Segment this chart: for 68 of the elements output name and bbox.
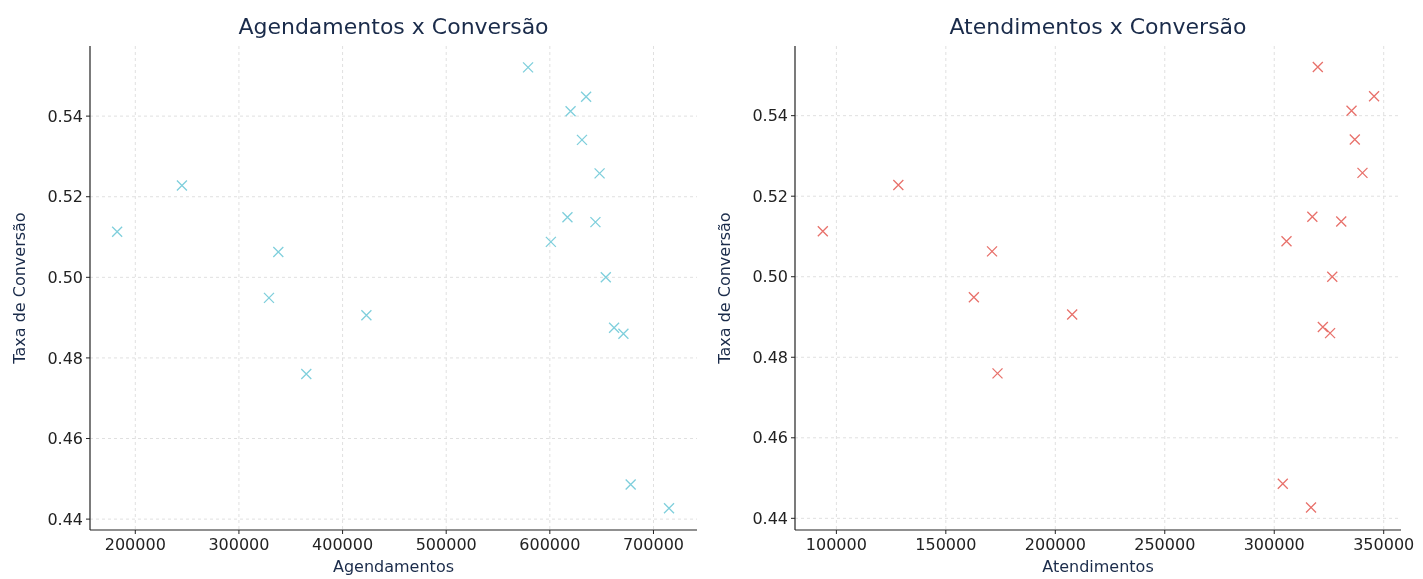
x-tick-label: 200000: [1024, 535, 1086, 554]
point: [1368, 90, 1380, 102]
y-tick-label: 0.48: [47, 348, 83, 368]
point: [564, 105, 577, 117]
point: [625, 478, 637, 491]
y-tick-label: 0.44: [47, 509, 83, 529]
x-tick-label: 150000: [915, 535, 977, 554]
point: [617, 328, 630, 340]
point: [580, 91, 592, 103]
x-axis-title: Atendimentos: [1042, 557, 1154, 576]
x-tick-label: 600000: [519, 535, 581, 554]
y-tick-label: 0.52: [47, 187, 83, 207]
x-tick-label: 700000: [622, 535, 685, 554]
y-tick-label: 0.52: [752, 186, 788, 206]
x-tick-label: 300000: [208, 535, 270, 554]
x-tick-label: 350000: [1353, 535, 1415, 554]
x-tick-label: 250000: [1134, 535, 1196, 554]
chart-title: Agendamentos x Conversão: [238, 14, 549, 39]
point: [663, 502, 675, 514]
y-axis-title: Taxa de Conversão: [715, 212, 734, 365]
point: [1280, 235, 1293, 247]
point: [600, 271, 612, 283]
point: [892, 179, 904, 191]
point: [360, 309, 373, 321]
point: [991, 367, 1004, 380]
y-tick-label: 0.48: [752, 347, 788, 367]
point: [589, 216, 602, 228]
x-tick-label: 200000: [104, 535, 166, 554]
y-tick-label: 0.50: [47, 267, 83, 287]
point: [522, 61, 534, 74]
point: [593, 167, 606, 179]
x-tick-label: 100000: [805, 535, 867, 554]
y-tick-label: 0.54: [752, 106, 788, 126]
point: [545, 236, 557, 248]
point: [1306, 211, 1318, 223]
x-tick-label: 300000: [1243, 535, 1305, 554]
point: [111, 226, 123, 238]
point: [1326, 271, 1338, 283]
point: [968, 291, 980, 303]
point: [608, 322, 620, 334]
x-tick-label: 500000: [415, 535, 477, 554]
point: [986, 245, 998, 258]
point: [1345, 105, 1358, 117]
point: [1349, 133, 1361, 146]
point: [1324, 327, 1336, 339]
y-tick-label: 0.44: [752, 508, 788, 528]
point: [1317, 321, 1329, 333]
x-tick-label: 400000: [312, 535, 374, 554]
point: [1335, 215, 1347, 228]
point: [561, 211, 574, 223]
point: [263, 292, 275, 304]
point: [176, 179, 188, 192]
y-tick-label: 0.54: [47, 106, 83, 126]
point: [1312, 61, 1324, 73]
y-tick-label: 0.46: [752, 428, 788, 448]
point: [817, 225, 829, 237]
point: [272, 246, 284, 258]
y-tick-label: 0.50: [752, 267, 788, 287]
point: [576, 134, 588, 146]
y-tick-label: 0.46: [47, 429, 83, 449]
point: [1305, 501, 1317, 514]
point: [1277, 478, 1289, 490]
point: [1356, 167, 1369, 179]
y-axis-title: Taxa de Conversão: [10, 212, 29, 365]
chart-title: Atendimentos x Conversão: [949, 14, 1247, 39]
point: [300, 368, 312, 380]
x-axis-title: Agendamentos: [332, 557, 455, 576]
point: [1066, 308, 1078, 321]
